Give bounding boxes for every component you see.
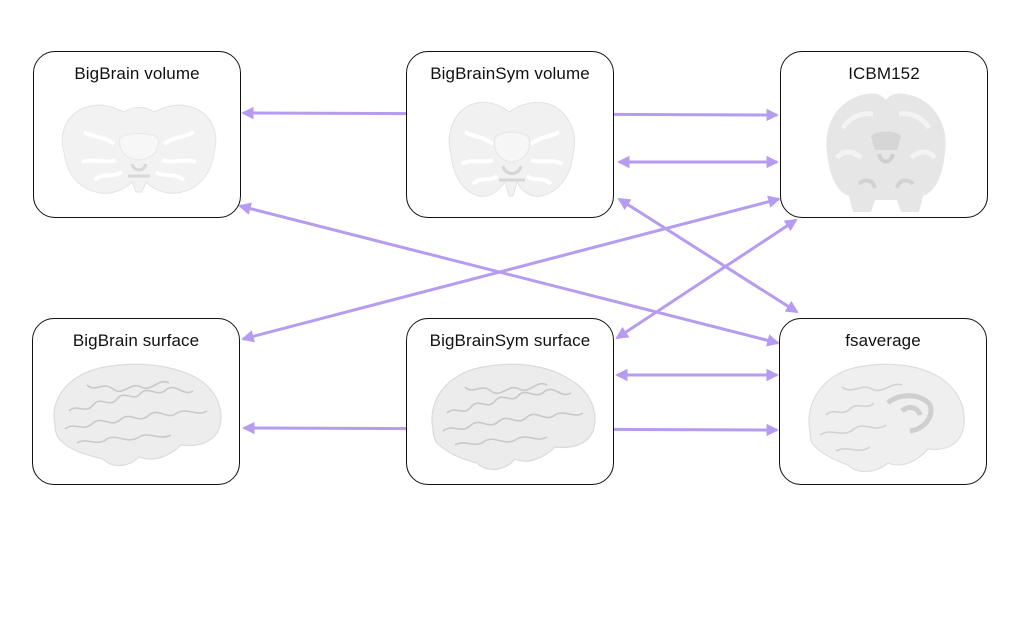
coronal-brain-slice-icon <box>61 104 217 194</box>
node-label-fsaverage: fsaverage <box>845 331 921 350</box>
node-bigbrain-surface: BigBrain surface <box>32 318 240 485</box>
node-bigbrainsym-volume: BigBrainSym volume <box>406 51 614 218</box>
brain-surface-icon <box>431 363 596 470</box>
arrow-icbm152-to-bigbrainsym-surface <box>615 218 798 340</box>
coronal-mri-slice-icon <box>826 93 946 212</box>
arrow-bigbrainsym-volume-to-fsaverage <box>617 197 799 314</box>
node-label-bigbrain-volume: BigBrain volume <box>74 64 200 83</box>
brain-surface-icon <box>53 363 222 467</box>
node-bigbrainsym-surface: BigBrainSym surface <box>406 318 614 485</box>
node-label-bigbrain-surface: BigBrain surface <box>72 331 200 350</box>
node-label-bigbrainsym-surface: BigBrainSym surface <box>429 331 591 350</box>
node-bigbrain-volume: BigBrain volume <box>33 51 241 218</box>
node-label-icbm152: ICBM152 <box>848 64 920 83</box>
inflated-brain-surface-icon <box>808 363 965 473</box>
node-fsaverage: fsaverage <box>779 318 987 485</box>
node-icbm152: ICBM152 <box>780 51 988 218</box>
node-label-bigbrainsym-volume: BigBrainSym volume <box>430 64 590 83</box>
coronal-brain-slice-icon <box>448 101 575 197</box>
